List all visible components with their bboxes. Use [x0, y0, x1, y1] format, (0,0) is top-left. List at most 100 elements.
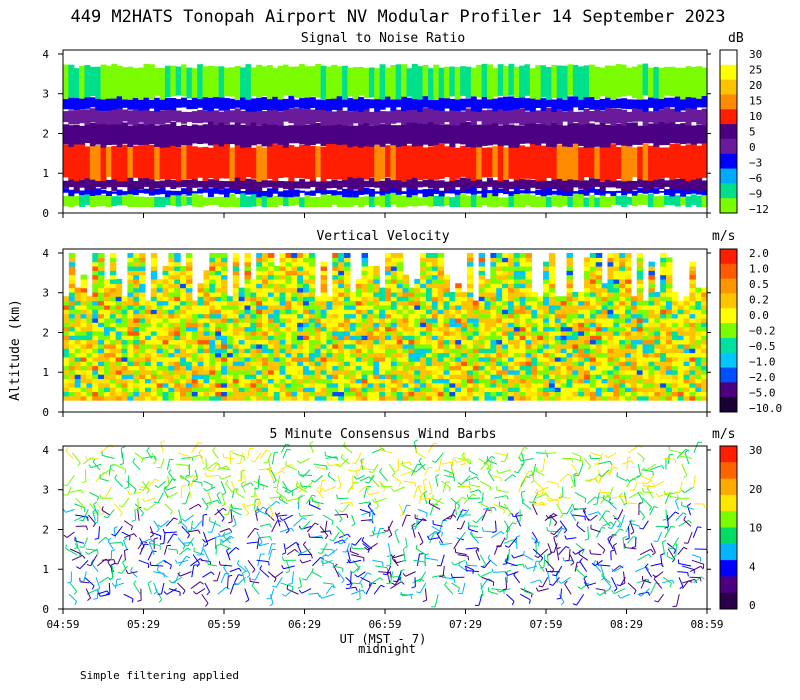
vv-cell — [455, 369, 462, 375]
vv-cell — [543, 387, 550, 393]
vv-cell — [221, 339, 228, 345]
vv-cell — [162, 395, 169, 401]
snr-cell — [224, 188, 230, 198]
vv-cell — [484, 369, 491, 375]
snr-cell — [379, 111, 386, 124]
vv-cell — [654, 322, 661, 328]
vv-cell — [238, 365, 246, 371]
vv-cell — [279, 391, 287, 397]
vv-cell — [74, 330, 82, 336]
snr-cell — [599, 144, 606, 182]
snr-cell — [325, 98, 332, 111]
vv-cell — [86, 330, 93, 336]
vv-cell — [437, 278, 445, 284]
vv-cell — [589, 291, 597, 297]
vv-cell — [437, 317, 445, 323]
snr-cell — [95, 188, 102, 196]
vv-cell — [367, 348, 374, 354]
snr-cell — [567, 96, 574, 111]
snr-cell — [261, 111, 268, 124]
vv-cell — [127, 330, 134, 336]
vv-cell — [683, 391, 691, 397]
wind-barb — [188, 485, 192, 499]
snr-cell — [159, 110, 166, 125]
vv-cell — [613, 283, 620, 289]
vv-cell — [267, 387, 275, 393]
vv-cell — [385, 352, 392, 358]
vv-cell — [221, 309, 228, 315]
vv-cell — [150, 391, 158, 397]
vv-cell — [431, 387, 439, 393]
vv-cell — [133, 261, 140, 267]
vv-cell — [297, 283, 304, 289]
vv-cell — [677, 369, 685, 375]
vv-cell — [484, 391, 491, 397]
wind-barb-flag — [182, 590, 186, 595]
vv-cell — [109, 352, 117, 358]
vv-cell — [180, 339, 187, 345]
vv-cell — [379, 300, 386, 306]
vv-cell — [221, 395, 228, 401]
vv-cell — [683, 356, 691, 362]
vv-cell — [115, 304, 123, 310]
snr-cell — [594, 54, 601, 64]
vv-cell — [572, 348, 579, 354]
vv-cell — [127, 283, 134, 289]
snr-cell — [390, 125, 397, 146]
vv-cell — [68, 343, 76, 349]
vv-cell — [595, 378, 603, 384]
wind-barb-flag — [152, 550, 157, 553]
vv-cell — [256, 378, 263, 384]
vv-cell — [525, 322, 532, 328]
vv-cell — [103, 361, 111, 367]
snr-cell — [626, 196, 633, 205]
vv-cell — [355, 296, 363, 302]
vv-cell — [285, 382, 292, 388]
snr-cell — [68, 95, 75, 110]
snr-cell — [631, 108, 638, 122]
vv-cell — [513, 326, 521, 332]
vv-cell — [68, 382, 76, 388]
vv-cell — [68, 265, 76, 271]
vv-cell — [543, 365, 550, 371]
snr-cell — [304, 181, 311, 189]
vv-cell — [607, 300, 614, 306]
vv-cell — [156, 335, 164, 341]
vv-cell — [314, 352, 322, 358]
snr-cell — [637, 97, 644, 110]
vv-cell — [180, 274, 187, 280]
vv-cell — [373, 274, 380, 280]
vv-cell — [115, 343, 123, 349]
vv-cell — [115, 283, 123, 289]
vv-cell — [589, 352, 597, 358]
wind-barb — [91, 463, 102, 469]
vv-cell — [133, 322, 140, 328]
snr-cell — [84, 109, 91, 126]
vv-cell — [466, 326, 474, 332]
vv-cell — [308, 304, 316, 310]
vv-cell — [349, 369, 357, 375]
wind-barb — [222, 537, 232, 543]
vv-cell — [548, 300, 556, 306]
wind-barb-flag — [121, 446, 126, 449]
wind-barb — [66, 475, 75, 487]
vv-cell — [344, 356, 351, 362]
vv-cell — [133, 374, 140, 380]
vv-cell — [519, 261, 527, 267]
vv-cell — [695, 317, 702, 323]
vv-colorbar: 2.01.00.50.20.0−0.2−0.5−1.0−2.0−5.0−10.0 — [719, 247, 782, 415]
vv-cell — [203, 335, 210, 341]
vv-cell — [402, 287, 410, 293]
vv-cell — [174, 369, 181, 375]
vv-cell — [244, 270, 251, 276]
vv-cell — [642, 304, 650, 310]
vv-cell — [677, 330, 685, 336]
vv-cell — [226, 300, 234, 306]
snr-cell — [240, 53, 247, 66]
wind-barb-flag — [238, 574, 243, 576]
vv-cell — [185, 348, 193, 354]
vv-cell — [215, 252, 222, 258]
vv-cell — [63, 313, 70, 319]
vv-cell — [291, 309, 298, 315]
vv-cell — [607, 330, 614, 336]
